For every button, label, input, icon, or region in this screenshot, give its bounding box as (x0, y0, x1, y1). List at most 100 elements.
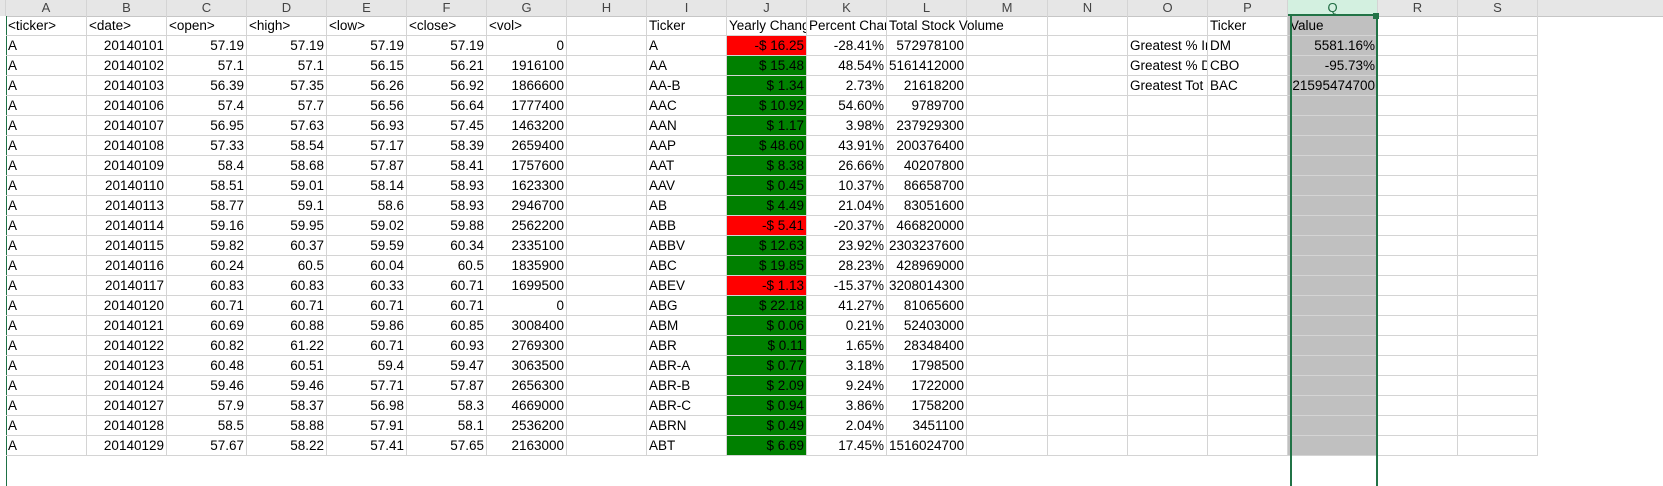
empty-cell[interactable] (567, 16, 647, 36)
selected-cell[interactable] (1288, 436, 1378, 456)
summary-header-cell[interactable]: Total Stock Volume (887, 16, 1004, 36)
cell-value[interactable]: 56.21 (407, 56, 487, 76)
empty-cell[interactable] (1458, 296, 1538, 316)
percent-change-cell[interactable]: -15.37% (807, 276, 887, 296)
empty-cell[interactable] (1458, 356, 1538, 376)
empty-cell[interactable] (1378, 436, 1458, 456)
yearly-change-cell[interactable]: -$ 16.25 (727, 36, 807, 56)
cell-value[interactable]: 60.37 (247, 236, 327, 256)
cell-value[interactable]: 60.83 (167, 276, 247, 296)
cell-value[interactable]: 20140107 (87, 116, 167, 136)
yearly-change-cell[interactable]: $ 19.85 (727, 256, 807, 276)
summary-ticker[interactable]: ABC (647, 256, 727, 276)
empty-cell[interactable] (1458, 436, 1538, 456)
empty-cell[interactable] (567, 336, 647, 356)
empty-cell[interactable] (1048, 136, 1128, 156)
cell-value[interactable]: 59.02 (327, 216, 407, 236)
cell-value[interactable]: 57.33 (167, 136, 247, 156)
cell-value[interactable]: 0 (487, 296, 567, 316)
yearly-change-cell[interactable]: $ 0.45 (727, 176, 807, 196)
cell-value[interactable]: 58.51 (167, 176, 247, 196)
empty-cell[interactable] (1458, 156, 1538, 176)
empty-cell[interactable] (567, 356, 647, 376)
empty-cell[interactable] (967, 276, 1048, 296)
column-header-k[interactable]: K (807, 0, 887, 16)
greatest-header-value[interactable]: Value (1288, 16, 1378, 36)
total-volume-cell[interactable]: 1722000 (887, 376, 967, 396)
empty-cell[interactable] (1208, 236, 1288, 256)
column-header-n[interactable]: N (1048, 0, 1128, 16)
empty-cell[interactable] (1458, 116, 1538, 136)
selected-cell[interactable] (1288, 276, 1378, 296)
cell-value[interactable]: 59.1 (247, 196, 327, 216)
percent-change-cell[interactable]: 41.27% (807, 296, 887, 316)
greatest-value[interactable]: 21595474700 (1288, 76, 1378, 96)
cell-value[interactable]: 60.71 (247, 296, 327, 316)
yearly-change-cell[interactable]: $ 6.69 (727, 436, 807, 456)
selected-cell[interactable] (1288, 256, 1378, 276)
selected-cell[interactable] (1288, 416, 1378, 436)
cell-value[interactable]: 20140127 (87, 396, 167, 416)
cell-value[interactable]: 57.9 (167, 396, 247, 416)
empty-cell[interactable] (567, 296, 647, 316)
yearly-change-cell[interactable]: -$ 5.41 (727, 216, 807, 236)
summary-ticker[interactable]: ABG (647, 296, 727, 316)
column-header-g[interactable]: G (487, 0, 567, 16)
empty-cell[interactable] (1458, 136, 1538, 156)
empty-cell[interactable] (1128, 436, 1208, 456)
empty-cell[interactable] (1458, 256, 1538, 276)
cell-value[interactable]: 58.41 (407, 156, 487, 176)
empty-cell[interactable] (1378, 116, 1458, 136)
cell-value[interactable]: 57.1 (167, 56, 247, 76)
cell-value[interactable]: 57.19 (327, 36, 407, 56)
empty-cell[interactable] (1128, 256, 1208, 276)
cell-value[interactable]: 20140117 (87, 276, 167, 296)
cell-value[interactable]: 3063500 (487, 356, 567, 376)
empty-cell[interactable] (567, 76, 647, 96)
column-header-j[interactable]: J (727, 0, 807, 16)
empty-cell[interactable] (1378, 176, 1458, 196)
empty-cell[interactable] (1458, 396, 1538, 416)
empty-cell[interactable] (967, 196, 1048, 216)
cell-value[interactable]: 57.4 (167, 96, 247, 116)
cell-value[interactable]: 2659400 (487, 136, 567, 156)
cell-value[interactable]: 60.24 (167, 256, 247, 276)
empty-cell[interactable] (1048, 256, 1128, 276)
empty-cell[interactable] (1128, 336, 1208, 356)
total-volume-cell[interactable]: 86658700 (887, 176, 967, 196)
cell-value[interactable]: 20140114 (87, 216, 167, 236)
total-volume-cell[interactable]: 572978100 (887, 36, 967, 56)
cell-value[interactable]: 59.82 (167, 236, 247, 256)
total-volume-cell[interactable]: 2303237600 (887, 236, 967, 256)
empty-cell[interactable] (1458, 416, 1538, 436)
empty-cell[interactable] (1048, 56, 1128, 76)
yearly-change-cell[interactable]: $ 15.48 (727, 56, 807, 76)
row-header-strip[interactable] (0, 16, 7, 486)
cell-value[interactable]: 60.71 (407, 276, 487, 296)
summary-ticker[interactable]: ABBV (647, 236, 727, 256)
summary-ticker[interactable]: ABR (647, 336, 727, 356)
cell-value[interactable]: 20140128 (87, 416, 167, 436)
empty-cell[interactable] (1378, 336, 1458, 356)
cell-value[interactable]: 20140106 (87, 96, 167, 116)
empty-cell[interactable] (567, 96, 647, 116)
percent-change-cell[interactable]: 23.92% (807, 236, 887, 256)
yearly-change-cell[interactable]: $ 0.77 (727, 356, 807, 376)
empty-cell[interactable] (1128, 316, 1208, 336)
raw-header-cell[interactable]: <vol> (487, 16, 567, 36)
empty-cell[interactable] (1458, 96, 1538, 116)
cell-value[interactable]: 2335100 (487, 236, 567, 256)
percent-change-cell[interactable]: 0.21% (807, 316, 887, 336)
yearly-change-cell[interactable]: $ 2.09 (727, 376, 807, 396)
summary-ticker[interactable]: A (647, 36, 727, 56)
empty-cell[interactable] (1208, 396, 1288, 416)
column-header-o[interactable]: O (1128, 0, 1208, 16)
empty-cell[interactable] (1128, 296, 1208, 316)
cell-value[interactable]: 60.88 (247, 316, 327, 336)
empty-cell[interactable] (1128, 376, 1208, 396)
empty-cell[interactable] (1458, 276, 1538, 296)
cell-value[interactable]: 59.01 (247, 176, 327, 196)
cell-value[interactable]: 57.45 (407, 116, 487, 136)
empty-cell[interactable] (567, 156, 647, 176)
column-header-e[interactable]: E (327, 0, 407, 16)
